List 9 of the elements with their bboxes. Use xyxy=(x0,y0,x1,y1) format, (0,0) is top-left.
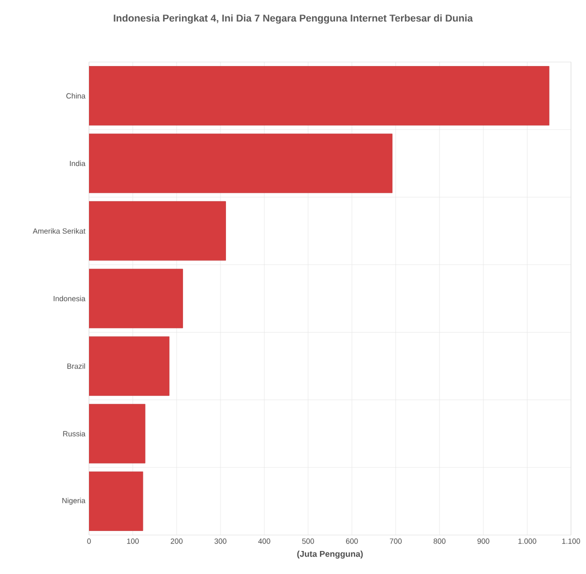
bar xyxy=(89,66,550,126)
bar xyxy=(89,268,183,328)
bar xyxy=(89,134,392,194)
chart-title: Indonesia Peringkat 4, Ini Dia 7 Negara Pengguna Internet Terbesar di Dunia xyxy=(114,14,473,24)
bar xyxy=(89,336,170,396)
x-axis-title: (Juta Pengguna) xyxy=(297,550,363,559)
bar xyxy=(89,404,146,464)
bar xyxy=(89,201,226,261)
bar xyxy=(89,472,144,531)
